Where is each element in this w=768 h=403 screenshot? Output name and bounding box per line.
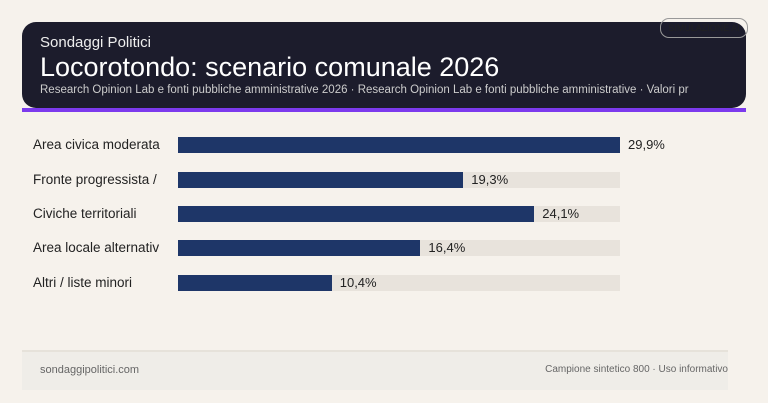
- kicker: Sondaggi Politici: [40, 34, 151, 51]
- bar: [178, 206, 535, 222]
- page-title: Locorotondo: scenario comunale 2026: [40, 52, 500, 82]
- bar: [178, 240, 421, 256]
- bar: [178, 137, 620, 153]
- footer-note: Campione sintetico 800 · Uso informativo: [545, 364, 728, 375]
- value-label: 10,4%: [339, 275, 377, 290]
- chart-row: Area locale alternativ 16,4%: [0, 238, 768, 258]
- chart-row: Area civica moderata 29,9%: [0, 135, 768, 155]
- bar: [178, 275, 332, 291]
- value-label: 16,4%: [428, 240, 466, 255]
- category-label: Civiche territoriali: [33, 206, 137, 221]
- chart-row: Altri / liste minori 10,4%: [0, 273, 768, 293]
- simulation-badge: SIMULAZIONE AI: [660, 18, 748, 38]
- category-label: Area civica moderata: [33, 137, 160, 152]
- value-label: 19,3%: [471, 172, 509, 187]
- value-label: 29,9%: [628, 137, 665, 152]
- footer: sondaggipolitici.com Campione sintetico …: [22, 350, 728, 390]
- header: Sondaggi Politici Locorotondo: scenario …: [22, 22, 746, 108]
- value-label: 24,1%: [542, 206, 580, 221]
- category-label: Fronte progressista /: [33, 172, 157, 187]
- chart-row: Fronte progressista / 19,3%: [0, 170, 768, 190]
- footer-site: sondaggipolitici.com: [40, 364, 140, 376]
- subtitle: Research Opinion Lab e fonti pubbliche a…: [40, 84, 689, 96]
- category-label: Altri / liste minori: [33, 275, 133, 290]
- bar: [178, 172, 464, 188]
- chart-row: Civiche territoriali 24,1%: [0, 204, 768, 224]
- accent-line: [22, 108, 746, 112]
- category-label: Area locale alternativ: [33, 240, 160, 255]
